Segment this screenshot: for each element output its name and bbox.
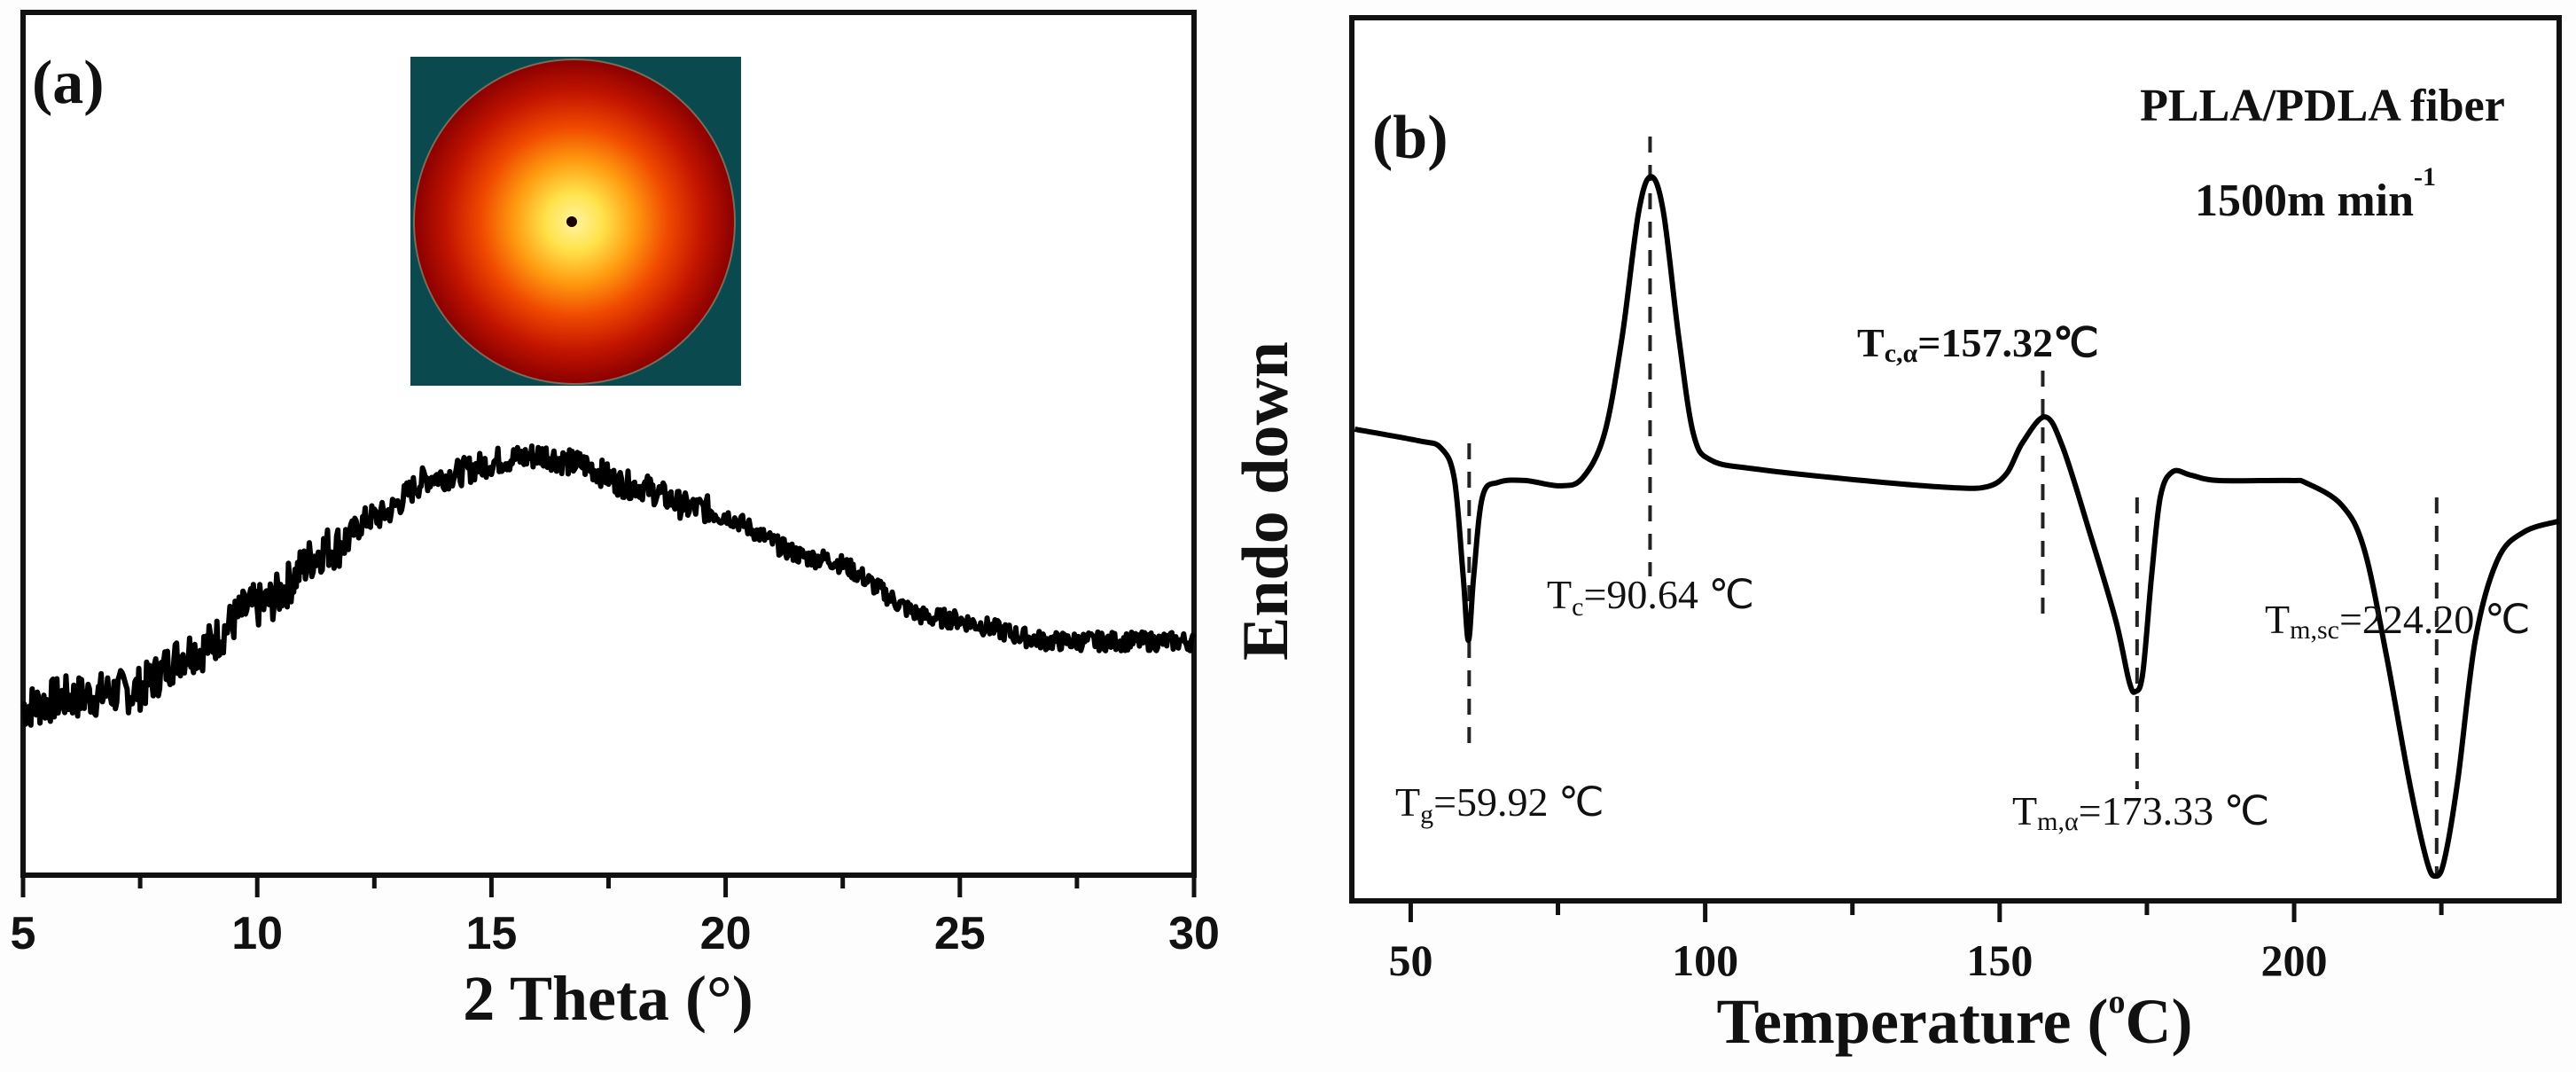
annotation-tc-alpha: Tc,α=157.32℃: [1857, 320, 2099, 368]
x-axis-ticks-b: [1408, 901, 2444, 922]
x-axis-tick-labels-b: 50 100 150 200: [1388, 935, 2327, 985]
x-tick-label: 50: [1388, 935, 1432, 985]
annotation-tm-sc: Tm,sc=224.20 ℃: [2265, 597, 2531, 645]
y-axis-title-b-wrap: Endo down: [1229, 341, 1302, 661]
x-tick-label: 15: [465, 908, 517, 959]
xrd-plot: 5 10 15 20 25 30 (a) 2 Theta (°): [11, 10, 1220, 1034]
annotation-tg: Tg=59.92 ℃: [1395, 779, 1604, 829]
annotation-tm-alpha: Tm,α=173.33 ℃: [2012, 788, 2269, 836]
x-tick-label: 200: [2261, 935, 2328, 985]
spinning-speed-sup: -1: [2414, 162, 2436, 192]
waxd-inset-image: [410, 57, 741, 386]
dsc-curve: [1354, 174, 2560, 880]
x-axis-tick-labels-a: 5 10 15 20 25 30: [11, 908, 1220, 959]
sample-label: PLLA/PDLA fiber: [2140, 81, 2505, 131]
xrd-curve: [20, 443, 1197, 728]
annotation-tc: Tc=90.64 ℃: [1547, 572, 1754, 622]
x-tick-label: 5: [11, 908, 36, 959]
x-tick-label: 10: [231, 908, 283, 959]
x-axis-title-a: 2 Theta (°): [463, 963, 753, 1034]
beam-stop-dot: [566, 216, 577, 227]
x-axis-ticks-a: [20, 875, 1197, 897]
x-tick-label: 150: [1966, 935, 2033, 985]
panel-a-xrd: 5 10 15 20 25 30 (a) 2 Theta (°): [0, 0, 1241, 1072]
reference-dashed-lines: [1467, 137, 2439, 878]
spinning-speed-label: 1500m min-1: [2195, 162, 2436, 226]
spinning-speed-main: 1500m min: [2195, 176, 2414, 226]
x-tick-label: 30: [1168, 908, 1220, 959]
plot-frame-b: [1349, 15, 2562, 904]
panel-label-a: (a): [32, 49, 105, 117]
panel-label-b: (b): [1372, 104, 1448, 172]
y-axis-title-b: Endo down: [1229, 341, 1302, 661]
x-tick-label: 100: [1672, 935, 1738, 985]
x-tick-label: 25: [934, 908, 986, 959]
x-tick-label: 20: [700, 908, 752, 959]
x-axis-title-b: Temperature (oC): [1717, 983, 2193, 1057]
